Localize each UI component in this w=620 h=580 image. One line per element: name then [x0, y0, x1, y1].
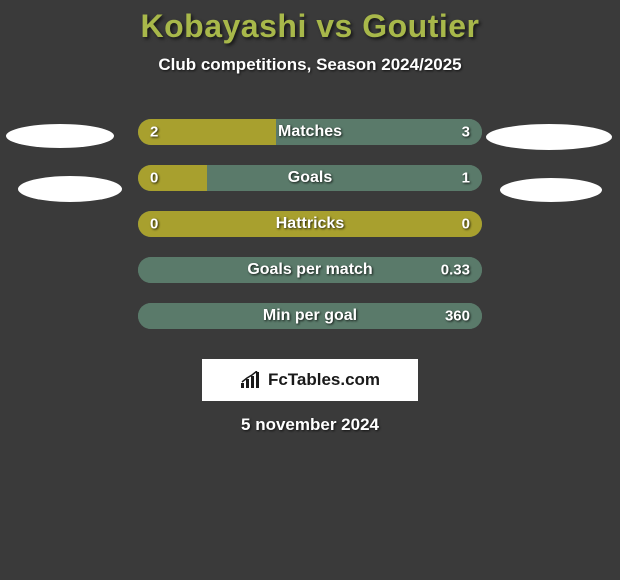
stat-bar: Min per goal360 [138, 303, 482, 329]
brand-text: FcTables.com [268, 370, 380, 390]
bar-right-fill [138, 257, 482, 283]
brand-label: FcTables.com [240, 370, 380, 390]
title-wrap: Kobayashi vs Goutier [0, 0, 620, 45]
bar-left-fill [138, 165, 207, 191]
stat-value-right: 0.33 [441, 262, 470, 279]
stat-bar: Goals01 [138, 165, 482, 191]
brand-box[interactable]: FcTables.com [202, 359, 418, 401]
stat-value-left: 0 [150, 170, 158, 187]
bar-left-fill [138, 211, 482, 237]
date-label: 5 november 2024 [241, 415, 379, 434]
stat-value-left: 0 [150, 216, 158, 233]
stat-row: Goals01 [0, 155, 620, 201]
chart-icon [240, 371, 262, 389]
stat-value-right: 0 [462, 216, 470, 233]
stat-value-right: 360 [445, 308, 470, 325]
stat-row: Hattricks00 [0, 201, 620, 247]
page-title: Kobayashi vs Goutier [141, 8, 480, 44]
stat-value-right: 3 [462, 124, 470, 141]
stat-row: Matches23 [0, 109, 620, 155]
stat-value-right: 1 [462, 170, 470, 187]
stat-row: Goals per match0.33 [0, 247, 620, 293]
stat-value-left: 2 [150, 124, 158, 141]
bar-right-fill [276, 119, 482, 145]
stat-bar: Goals per match0.33 [138, 257, 482, 283]
comparison-widget: Kobayashi vs Goutier Club competitions, … [0, 0, 620, 580]
stat-bar: Matches23 [138, 119, 482, 145]
bar-right-fill [138, 303, 482, 329]
stat-bar: Hattricks00 [138, 211, 482, 237]
bar-right-fill [207, 165, 482, 191]
stats-rows: Matches23Goals01Hattricks00Goals per mat… [0, 109, 620, 339]
date-wrap: 5 november 2024 [0, 415, 620, 435]
subtitle: Club competitions, Season 2024/2025 [158, 55, 461, 74]
stat-row: Min per goal360 [0, 293, 620, 339]
bar-left-fill [138, 119, 276, 145]
subtitle-wrap: Club competitions, Season 2024/2025 [0, 55, 620, 75]
